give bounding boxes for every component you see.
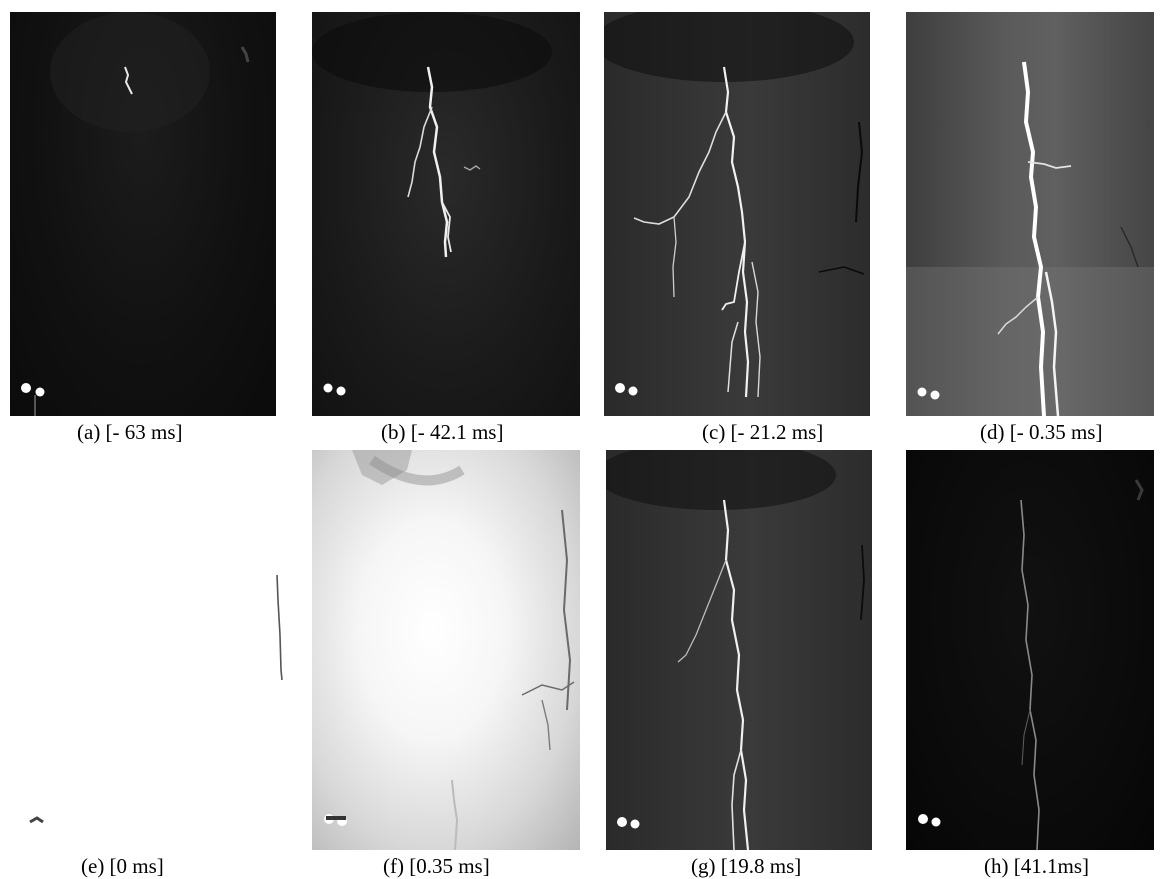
caption-b: (b) [- 42.1 ms] — [381, 420, 504, 444]
streetlight-left — [617, 817, 627, 827]
caption-f: (f) [0.35 ms] — [383, 854, 490, 878]
frame-b-scene — [312, 12, 552, 396]
frame-d-scene — [906, 61, 1154, 416]
frame-c-scene — [604, 12, 865, 398]
streetlight-silhouette — [29, 816, 44, 824]
streetlight-left — [323, 383, 333, 393]
streetlight-left — [615, 383, 625, 393]
lightning-frame-d — [906, 12, 1154, 416]
streetlight-left — [21, 383, 31, 393]
streetlight-left — [918, 814, 928, 824]
lightning-frame-e — [10, 450, 286, 850]
frame-g-scene — [606, 450, 865, 850]
caption-g: (g) [19.8 ms] — [691, 854, 802, 878]
streetlight-right — [35, 387, 45, 397]
frame-h-scene — [918, 479, 1144, 850]
lightning-frame-a — [10, 12, 276, 416]
caption-e: (e) [0 ms] — [81, 854, 164, 878]
caption-c: (c) [- 21.2 ms] — [702, 420, 824, 444]
caption-a: (a) [- 63 ms] — [77, 420, 183, 444]
streetlight-left — [917, 387, 927, 397]
lightning-frame-c — [604, 12, 870, 416]
lightning-frame-b — [312, 12, 580, 416]
caption-h: (h) [41.1ms] — [984, 854, 1089, 878]
frame-a-scene — [21, 12, 250, 416]
frame-e-scene — [29, 574, 283, 824]
lightning-frame-f — [312, 450, 580, 850]
streetlight-right — [630, 819, 640, 829]
streetlight-right — [628, 386, 638, 396]
streetlight-right — [931, 817, 941, 827]
frame-f-scene — [324, 450, 575, 850]
streetlight-right — [336, 386, 346, 396]
lightning-frame-h — [906, 450, 1154, 850]
caption-d: (d) [- 0.35 ms] — [980, 420, 1103, 444]
streetlight-right — [930, 390, 940, 400]
lightning-frame-g — [606, 450, 872, 850]
